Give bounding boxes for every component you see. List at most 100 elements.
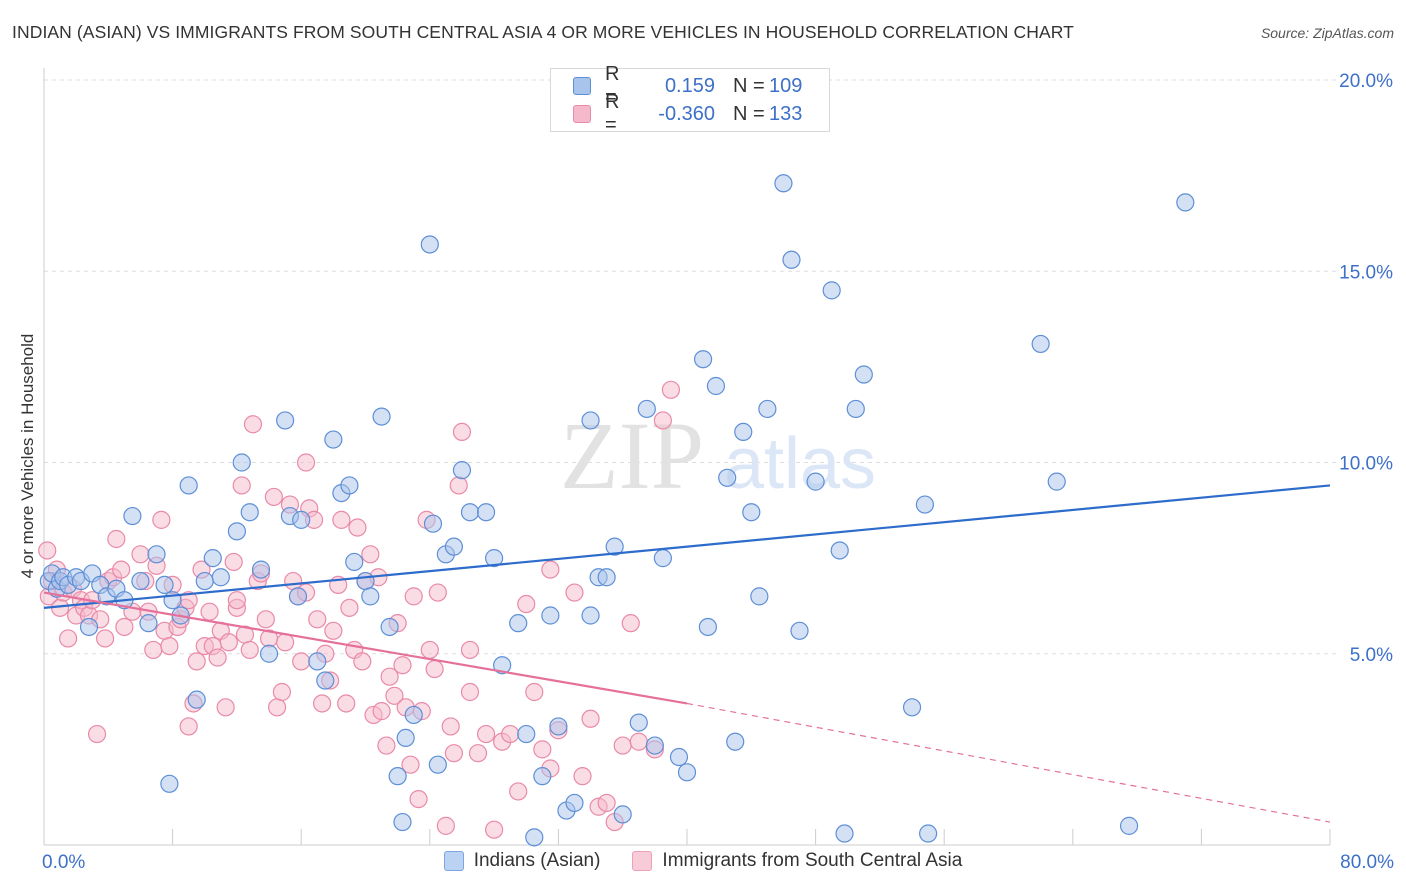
immigrants-point [276, 633, 295, 652]
immigrants-point [187, 652, 206, 671]
immigrants-point [573, 767, 592, 786]
indians-point [428, 755, 447, 774]
indians-point [187, 690, 206, 709]
immigrants-point [436, 816, 455, 835]
y-tick-label-1: 10.0% [1339, 454, 1393, 475]
indians-point [288, 587, 308, 606]
indians-point [533, 767, 552, 786]
x-tick-min: 0.0% [42, 852, 86, 873]
indians-point [525, 828, 544, 847]
immigrants-point [131, 545, 150, 564]
immigrants-point [385, 686, 404, 705]
indians-point [292, 510, 311, 529]
indians-point [915, 495, 935, 514]
indians-point [1031, 334, 1050, 354]
indians-point [361, 587, 380, 606]
immigrants-point [256, 610, 275, 629]
immigrants-point [264, 487, 283, 507]
immigrants-point [460, 682, 480, 702]
indians-point [485, 549, 504, 568]
indians-point [830, 541, 849, 560]
indians-point [1176, 193, 1195, 212]
indians-point [790, 621, 809, 640]
source-label: Source: ZipAtlas.com [1260, 25, 1394, 41]
indians-point [605, 537, 624, 556]
indians-point [147, 545, 166, 564]
immigrants-point [200, 602, 219, 621]
series-indians-points [39, 174, 1195, 847]
immigrants-point [517, 594, 536, 614]
immigrants-point [160, 636, 179, 656]
legend-swatch-pink [632, 851, 653, 871]
immigrants-point [372, 702, 391, 721]
y-axis-label: 4 or more Vehicles in Household [18, 333, 37, 579]
indians-point [345, 552, 364, 572]
indians-point [750, 587, 769, 606]
indians-point [637, 399, 656, 419]
indians-point [629, 713, 648, 732]
indians-point [734, 422, 753, 441]
indians-point [240, 503, 259, 522]
indians-point [698, 617, 717, 637]
indians-point [372, 407, 391, 426]
immigrants-point [460, 640, 480, 660]
indians-point [79, 617, 99, 637]
indians-point [493, 656, 512, 675]
legend-n-label: N = [733, 102, 765, 125]
indians-point [308, 652, 327, 671]
indians-point [356, 571, 375, 591]
legend-n-value: 109 [769, 74, 803, 97]
indians-point [541, 606, 560, 625]
indians-point [902, 698, 922, 717]
indians-point [517, 724, 536, 744]
indians-point [822, 281, 841, 300]
indians-point [774, 174, 793, 193]
indians-point [444, 537, 464, 556]
immigrants-point [312, 694, 332, 713]
series-immigrants-points [38, 380, 681, 839]
legend-item-indians[interactable]: Indians (Asian) [443, 850, 601, 872]
watermark-zip: ZIP [560, 402, 704, 509]
indians-point [203, 549, 222, 568]
legend-r-value: -0.360 [658, 102, 715, 125]
y-tick-label-2: 15.0% [1339, 262, 1393, 283]
immigrants-point [653, 411, 672, 430]
immigrants-point [581, 709, 600, 728]
indians-point [404, 705, 423, 725]
immigrants-point [95, 629, 115, 648]
immigrants-point [216, 698, 235, 717]
indians-point [160, 774, 179, 793]
legend-n-label: N = [733, 74, 765, 97]
indians-point [259, 644, 279, 663]
immigrants-point [533, 740, 552, 759]
trend-line-immigrants-extension [686, 702, 1331, 823]
immigrants-point [444, 744, 464, 763]
correlation-legend: R = 0.159 N = 109 R = -0.360 N = 133 [550, 63, 830, 136]
immigrants-point [292, 652, 311, 671]
indians-point [854, 365, 873, 384]
immigrants-point [621, 614, 640, 633]
immigrants-point [525, 682, 544, 702]
y-tick-label-0: 5.0% [1350, 645, 1393, 666]
chart-title: INDIAN (ASIAN) VS IMMIGRANTS FROM SOUTH … [12, 22, 1074, 42]
indians-point [476, 503, 496, 522]
legend-swatch-blue [573, 77, 591, 95]
indians-point [380, 617, 399, 637]
indians-point [645, 736, 664, 755]
legend-item-immigrants[interactable]: Immigrants from South Central Asia [632, 850, 962, 872]
legend-r-label: R = [605, 63, 620, 108]
indians-point [396, 728, 415, 748]
indians-point [123, 506, 142, 526]
immigrants-point [224, 552, 243, 572]
legend-label-indians: Indians (Asian) [473, 850, 601, 871]
trend-line-indians [43, 484, 1331, 609]
immigrants-point [59, 629, 78, 648]
axes [43, 68, 1331, 846]
immigrants-point [449, 476, 468, 495]
immigrants-point [420, 640, 439, 660]
immigrants-point [613, 736, 632, 755]
indians-point [677, 763, 697, 782]
indians-point [276, 411, 295, 430]
indians-point [460, 503, 480, 522]
